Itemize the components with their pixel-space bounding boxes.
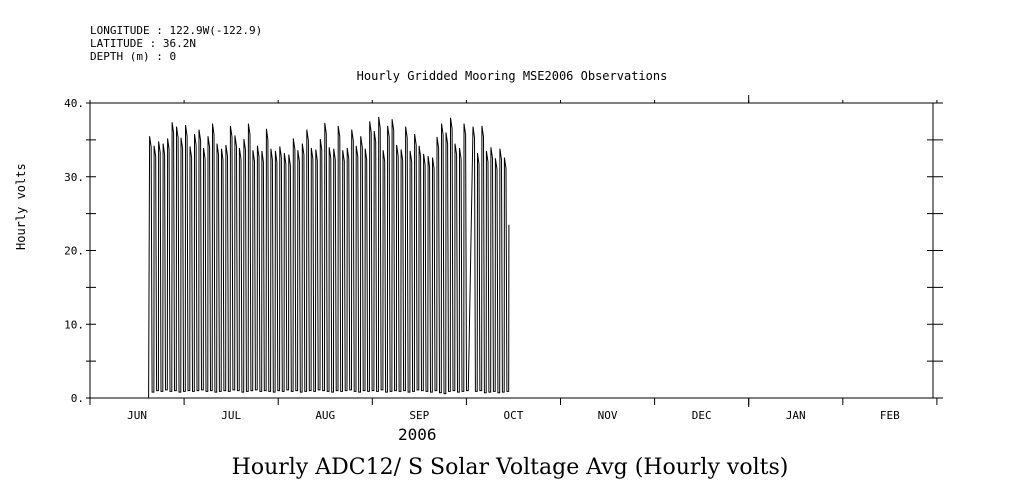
x-tick-label: FEB — [880, 409, 900, 422]
longitude-label: LONGITUDE : 122.9W(-122.9) — [90, 24, 263, 37]
series-line — [148, 116, 510, 399]
x-tick-label: JUN — [127, 409, 147, 422]
x-axis-year-label: 2006 — [398, 425, 437, 444]
y-tick-label: 20. — [64, 245, 84, 258]
mooring-metadata: LONGITUDE : 122.9W(-122.9) LATITUDE : 36… — [90, 24, 262, 63]
x-tick-label: DEC — [692, 409, 712, 422]
x-tick-label: AUG — [315, 409, 335, 422]
series-voltage — [148, 116, 510, 399]
y-axis: 0. 10. 20. 30. 40. — [64, 97, 943, 405]
y-tick-label: 0. — [71, 392, 84, 405]
latitude-label: LATITUDE : 36.2N — [90, 37, 196, 50]
y-tick-label: 40. — [64, 97, 84, 110]
y-tick-label: 30. — [64, 171, 84, 184]
x-tick-label: NOV — [598, 409, 618, 422]
x-tick-label: JUL — [221, 409, 241, 422]
x-axis: JUN JUL AUG SEP OCT NOV DEC JAN FEB — [89, 95, 938, 422]
x-tick-label: JAN — [786, 409, 806, 422]
chart-subtitle: Hourly Gridded Mooring MSE2006 Observati… — [356, 69, 668, 83]
depth-label: DEPTH (m) : 0 — [90, 50, 177, 63]
y-tick-label: 10. — [64, 318, 84, 331]
x-tick-label: SEP — [409, 409, 429, 422]
x-tick-label: OCT — [504, 409, 524, 422]
chart-title: Hourly ADC12/ S Solar Voltage Avg (Hourl… — [231, 455, 789, 480]
